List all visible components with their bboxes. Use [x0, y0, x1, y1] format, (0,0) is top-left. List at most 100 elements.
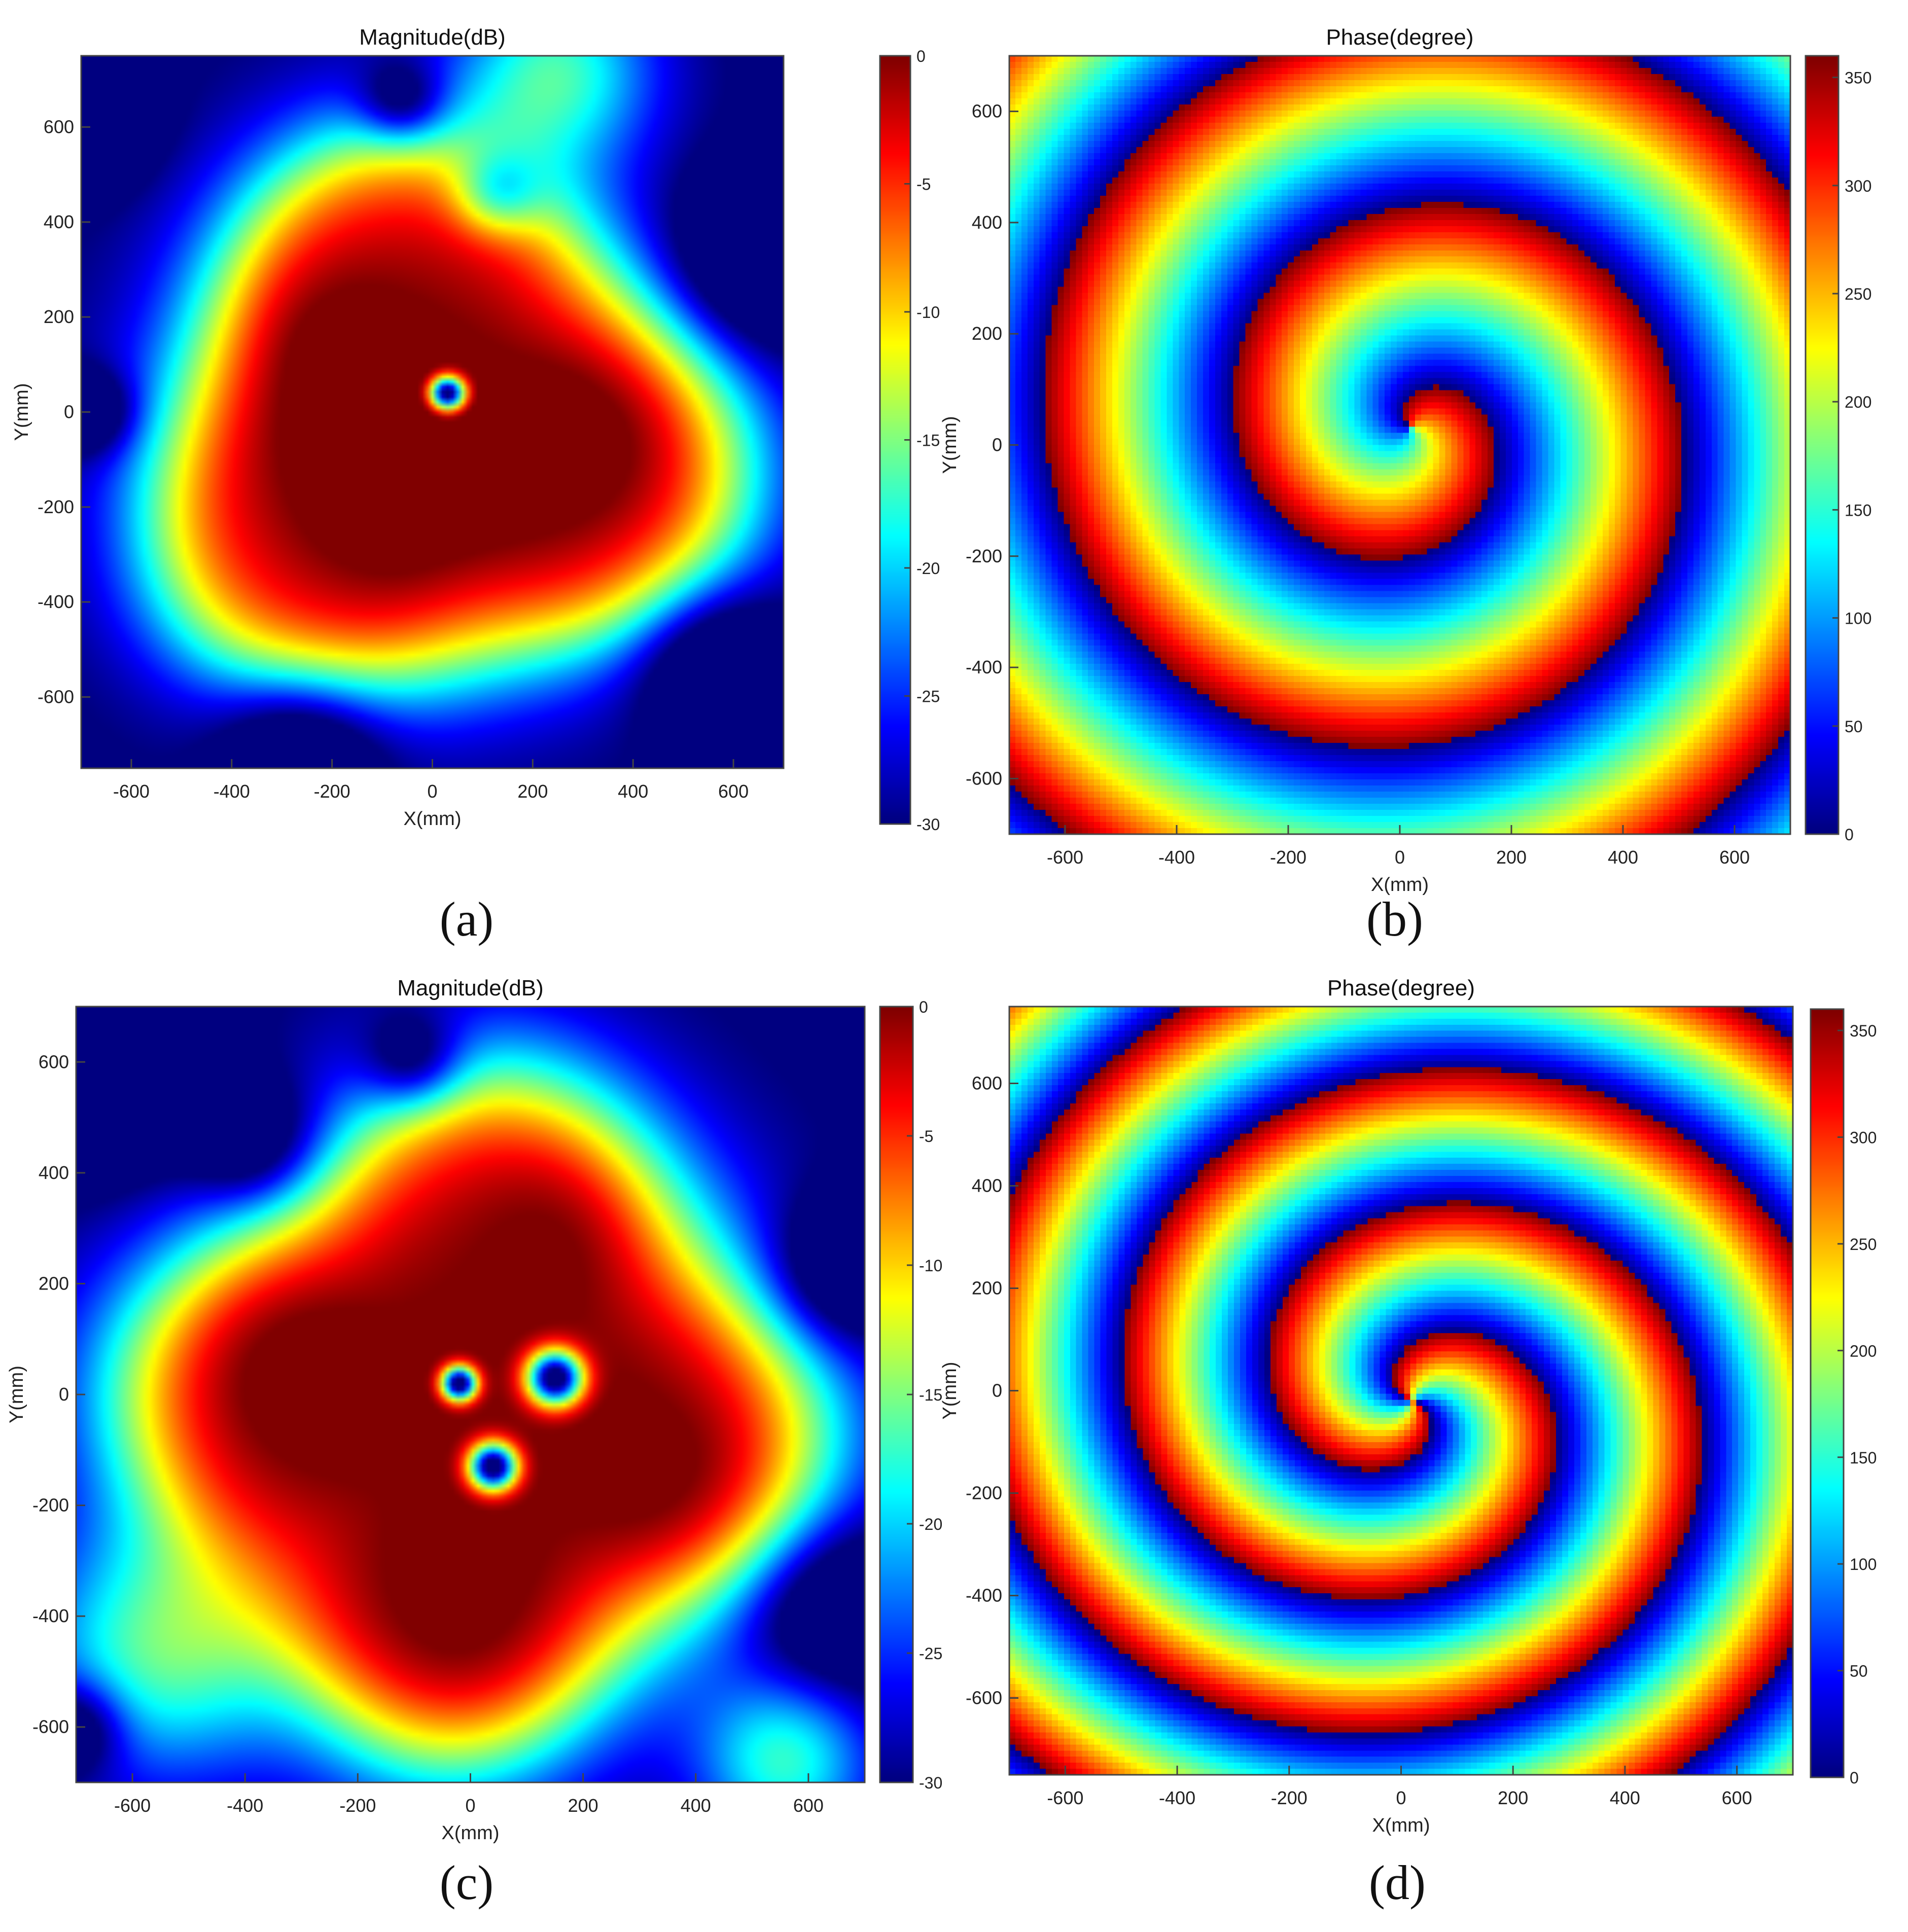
chart-title: Magnitude(dB) — [397, 976, 544, 1000]
colorbar-tick-label: 350 — [1845, 69, 1871, 87]
chart-title: Magnitude(dB) — [359, 25, 506, 50]
y-axis-label: Y(mm) — [11, 383, 32, 441]
y-tick-label: -200 — [38, 496, 74, 517]
y-tick-label: 0 — [59, 1384, 69, 1405]
colorbar-tick-label: -30 — [919, 1774, 942, 1792]
y-tick-label: 600 — [972, 1073, 1002, 1094]
x-tick-label: -600 — [1047, 847, 1083, 868]
heatmap-image — [81, 56, 784, 768]
colorbar-tick-label: -10 — [919, 1257, 942, 1275]
colorbar-tick-label: -5 — [919, 1127, 933, 1146]
colorbar-tick-label: 350 — [1850, 1022, 1877, 1040]
colorbar-tick-label: 300 — [1850, 1129, 1877, 1147]
y-tick-label: 400 — [972, 1175, 1002, 1196]
y-tick-label: -600 — [966, 1688, 1002, 1708]
panel-caption: (d) — [1369, 1855, 1426, 1910]
colorbar-tick-label: 0 — [1845, 826, 1854, 844]
y-tick-label: -200 — [966, 1483, 1002, 1504]
x-axis-label: X(mm) — [442, 1822, 500, 1844]
colorbar-tick-label: -15 — [919, 1386, 942, 1404]
x-tick-label: -400 — [214, 781, 250, 802]
colorbar-tick-label: -5 — [916, 175, 931, 194]
chart-title: Phase(degree) — [1327, 976, 1475, 1000]
y-tick-label: -400 — [38, 591, 74, 612]
x-tick-label: 200 — [1498, 1787, 1528, 1808]
colorbar-tick-label: -25 — [919, 1644, 942, 1663]
y-axis-label: Y(mm) — [939, 1362, 961, 1420]
x-tick-label: 600 — [793, 1795, 824, 1816]
x-tick-label: -600 — [113, 781, 150, 802]
heatmap-image — [76, 1007, 865, 1782]
colorbar-tick-label: 50 — [1850, 1662, 1868, 1680]
y-tick-label: -600 — [966, 768, 1002, 789]
colorbar-tick-label: 0 — [1850, 1769, 1859, 1787]
colorbar-tick-label: 200 — [1845, 393, 1871, 411]
colorbar-tick-label: 150 — [1850, 1449, 1877, 1467]
colorbar-tick-label: 50 — [1845, 718, 1863, 736]
heatmap-image — [1009, 1007, 1793, 1775]
x-tick-label: -400 — [227, 1795, 263, 1816]
x-tick-label: 0 — [1395, 847, 1405, 868]
y-tick-label: 400 — [39, 1162, 69, 1183]
x-tick-label: 0 — [465, 1795, 475, 1816]
y-tick-label: -400 — [966, 657, 1002, 677]
y-tick-label: 600 — [39, 1051, 69, 1072]
x-tick-label: 400 — [1608, 847, 1638, 868]
y-tick-label: 400 — [44, 211, 74, 232]
x-tick-label: -200 — [1271, 1787, 1308, 1808]
x-tick-label: -400 — [1158, 847, 1195, 868]
colorbar-tick-label: -25 — [916, 688, 940, 706]
x-tick-label: 0 — [427, 781, 437, 802]
colorbar-tick-label: -30 — [916, 815, 940, 834]
colorbar — [1806, 56, 1839, 834]
colorbar-tick-label: 0 — [916, 47, 926, 65]
y-tick-label: -600 — [38, 687, 74, 707]
x-tick-label: -200 — [339, 1795, 376, 1816]
panel-caption: (a) — [440, 892, 494, 946]
y-tick-label: -400 — [966, 1585, 1002, 1606]
chart-title: Phase(degree) — [1326, 25, 1473, 50]
x-tick-label: 600 — [1719, 847, 1750, 868]
y-tick-label: -400 — [32, 1605, 69, 1626]
panel-caption: (c) — [440, 1855, 494, 1910]
y-tick-label: 0 — [992, 1380, 1002, 1401]
x-tick-label: -200 — [314, 781, 350, 802]
y-tick-label: 400 — [972, 212, 1002, 233]
y-tick-label: 200 — [39, 1273, 69, 1294]
colorbar-tick-label: 200 — [1850, 1342, 1877, 1360]
x-axis-label: X(mm) — [1372, 1815, 1430, 1836]
x-tick-label: 600 — [1722, 1787, 1752, 1808]
x-tick-label: -400 — [1159, 1787, 1195, 1808]
y-tick-label: 0 — [992, 435, 1002, 455]
y-tick-label: 200 — [44, 306, 74, 327]
x-tick-label: -600 — [114, 1795, 151, 1816]
x-tick-label: 200 — [1496, 847, 1527, 868]
colorbar-frame — [1810, 1008, 1845, 1778]
x-axis-label: X(mm) — [404, 808, 462, 830]
x-tick-label: 400 — [681, 1795, 711, 1816]
y-tick-label: 600 — [44, 117, 74, 137]
x-tick-label: -200 — [1270, 847, 1306, 868]
y-axis-label: Y(mm) — [6, 1366, 27, 1423]
colorbar-tick-label: -20 — [916, 559, 940, 578]
y-tick-label: -200 — [966, 546, 1002, 566]
x-tick-label: 400 — [1610, 1787, 1640, 1808]
x-tick-label: 200 — [568, 1795, 598, 1816]
y-tick-label: 600 — [972, 101, 1002, 122]
y-tick-label: 0 — [64, 402, 74, 422]
x-tick-label: -600 — [1047, 1787, 1083, 1808]
y-tick-label: -200 — [32, 1495, 69, 1516]
colorbar-tick-label: -20 — [919, 1515, 942, 1533]
x-tick-label: 600 — [718, 781, 749, 802]
y-tick-label: 200 — [972, 323, 1002, 344]
colorbar-frame — [1805, 55, 1840, 835]
colorbar — [1811, 1009, 1844, 1777]
colorbar-tick-label: 300 — [1845, 177, 1871, 195]
x-tick-label: 0 — [1396, 1787, 1406, 1808]
x-tick-label: 200 — [517, 781, 548, 802]
colorbar-tick-label: -15 — [916, 432, 940, 450]
colorbar-tick-label: 100 — [1850, 1555, 1877, 1573]
y-tick-label: -600 — [32, 1716, 69, 1737]
colorbar-tick-label: 250 — [1845, 285, 1871, 303]
